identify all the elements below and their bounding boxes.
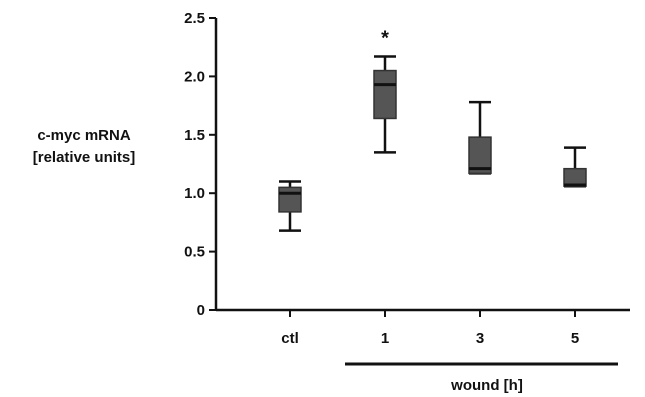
y-tick-label: 1.5 — [184, 127, 205, 144]
box-1 — [373, 55, 397, 154]
y-tick-label: 2.0 — [184, 68, 205, 85]
x-tick-label: 1 — [381, 330, 389, 347]
x-tick-label: 3 — [476, 330, 484, 347]
box-iqr — [468, 136, 492, 175]
y-axis: 0 0.5 1.0 1.5 2.0 2.5 — [184, 10, 218, 319]
box-iqr — [278, 186, 302, 213]
y-axis-title-line2: [relative units] — [33, 149, 136, 166]
x-tick-label: 5 — [571, 330, 579, 347]
y-tick-label: 1.0 — [184, 185, 205, 202]
box-3 — [468, 100, 492, 175]
y-tick-label: 0.5 — [184, 244, 205, 261]
y-tick-label: 0 — [197, 302, 205, 319]
boxes — [278, 55, 587, 232]
x-tick-label: ctl — [281, 330, 299, 347]
x-axis: ctl 1 3 5 — [216, 308, 630, 347]
box-iqr — [373, 69, 397, 120]
significance-asterisk: * — [381, 28, 389, 50]
y-tick-label: 2.5 — [184, 10, 205, 27]
wound-group-label: wound [h] — [450, 377, 523, 394]
annotations: * — [381, 28, 389, 50]
box-ctl — [278, 180, 302, 232]
y-axis-title-line1: c-myc mRNA — [37, 127, 131, 144]
box-5 — [563, 146, 587, 188]
